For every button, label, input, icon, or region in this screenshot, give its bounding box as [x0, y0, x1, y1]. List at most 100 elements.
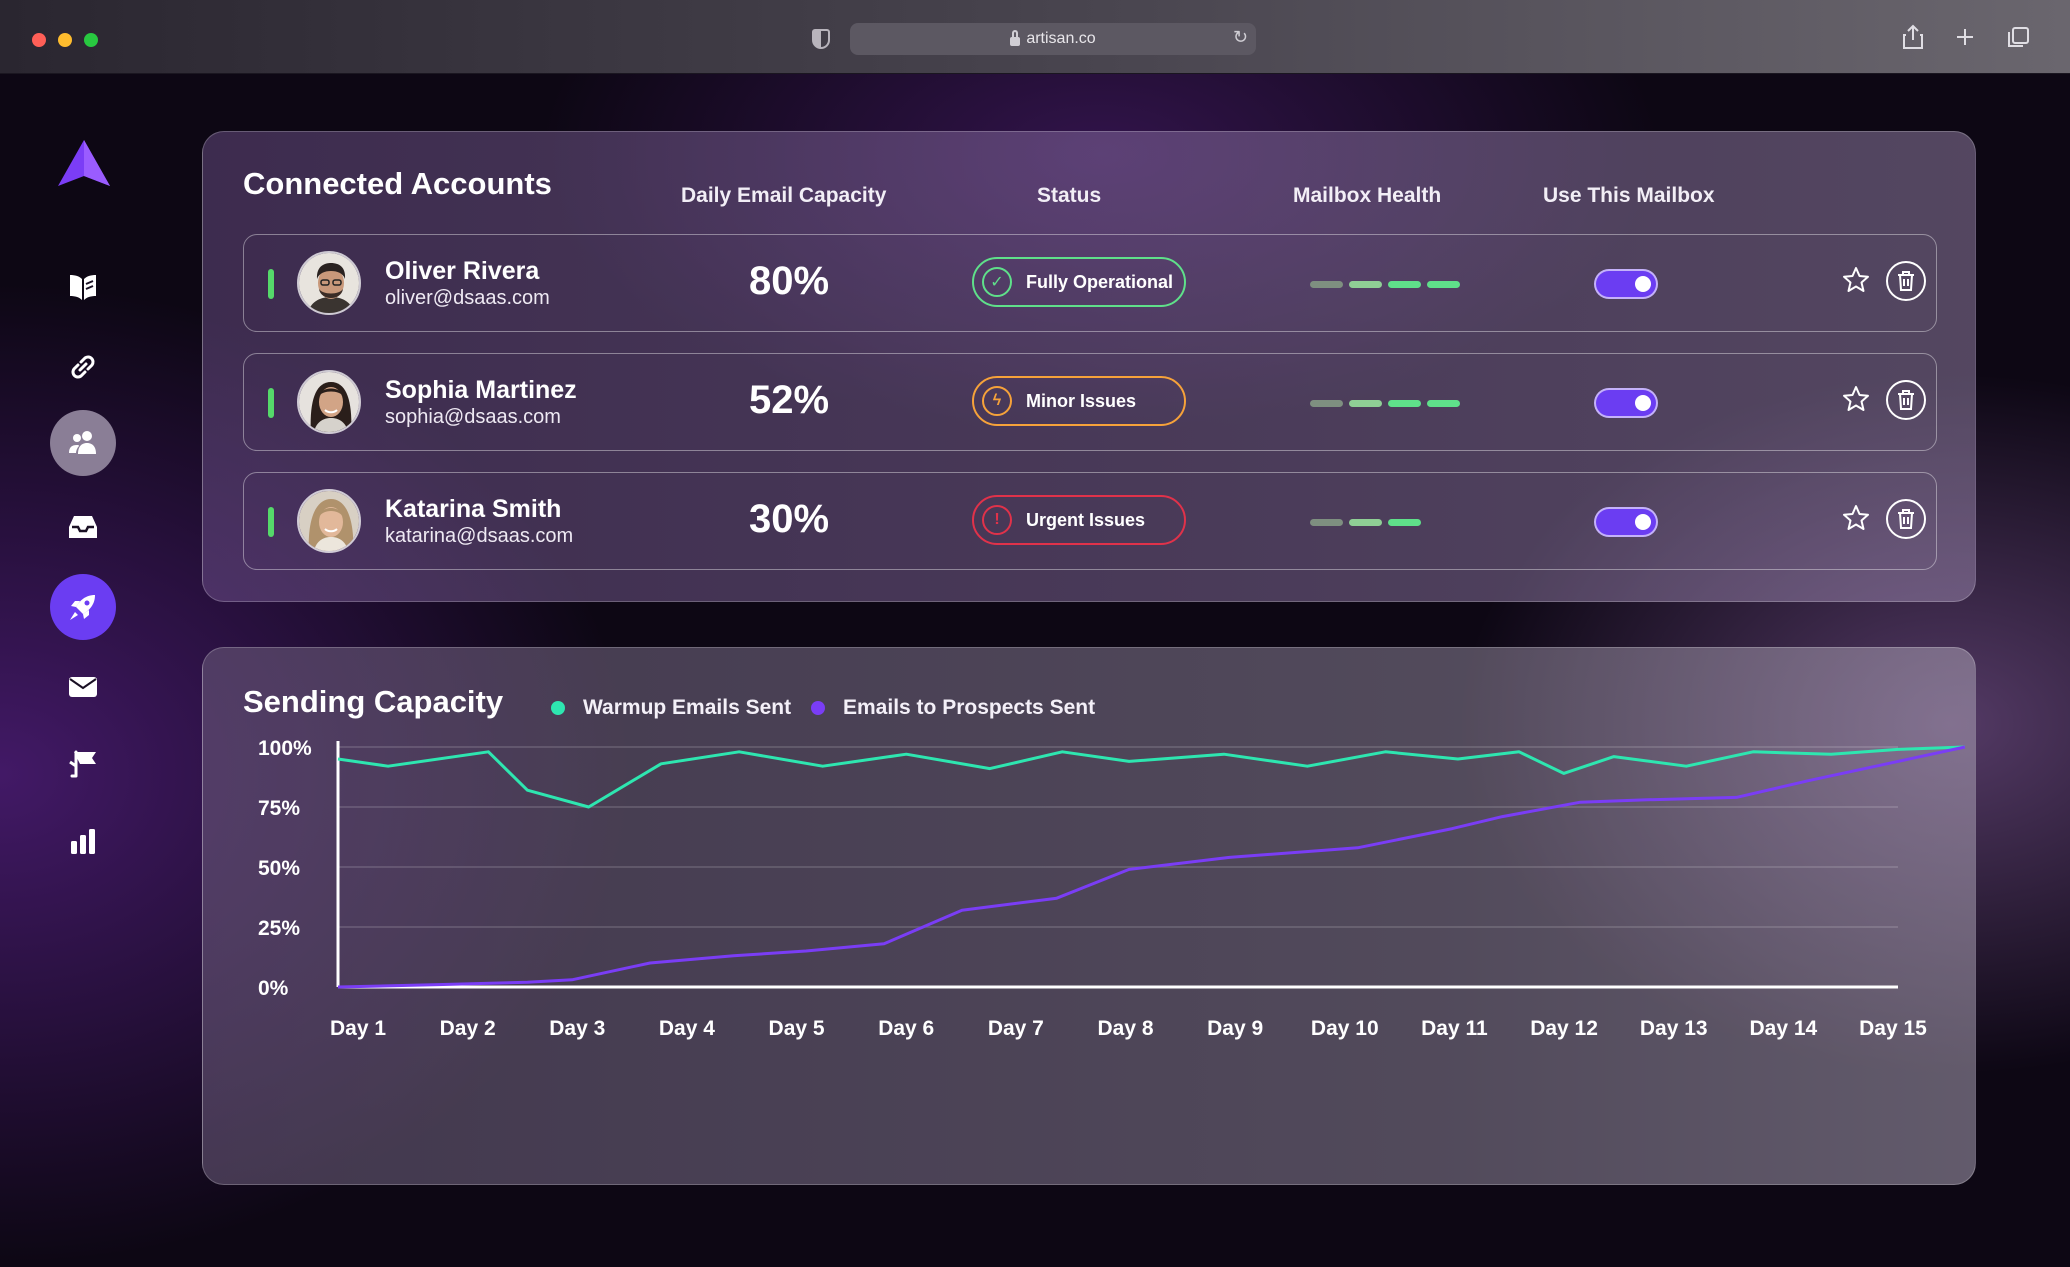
account-row[interactable]: Sophia Martinez sophia@dsaas.com 52% ϟ M… — [243, 353, 1937, 451]
sidebar-item-megaphone[interactable] — [50, 730, 116, 796]
y-tick-label: 50% — [258, 857, 300, 880]
status-badge: ✓ Fully Operational — [972, 257, 1186, 307]
account-row[interactable]: Katarina Smith katarina@dsaas.com 30% ! … — [243, 472, 1937, 570]
mailbox-health-meter — [1310, 400, 1460, 407]
x-tick-label: Day 2 — [440, 1017, 496, 1040]
y-tick-label: 0% — [258, 977, 289, 1000]
trash-icon — [1898, 509, 1914, 529]
megaphone-icon — [69, 750, 96, 778]
star-icon[interactable] — [1841, 265, 1871, 295]
sidebar-item-book[interactable] — [50, 254, 116, 320]
triangle-logo-icon[interactable] — [56, 138, 112, 188]
lightning-icon: ϟ — [982, 386, 1012, 416]
legend-dot — [811, 701, 825, 715]
y-tick-label: 100% — [258, 737, 312, 760]
alert-icon: ! — [982, 505, 1012, 535]
trash-icon — [1898, 271, 1914, 291]
browser-toolbar: artisan.co ↻ — [0, 0, 2070, 74]
account-name: Oliver Rivera — [385, 257, 540, 285]
sidebar-item-link[interactable] — [50, 334, 116, 400]
active-indicator — [268, 388, 274, 418]
trash-icon — [1898, 390, 1914, 410]
x-tick-label: Day 9 — [1207, 1017, 1263, 1040]
column-header-health: Mailbox Health — [1293, 184, 1442, 207]
mailbox-health-meter — [1310, 281, 1460, 288]
sidebar-item-users[interactable] — [50, 410, 116, 476]
delete-account-button[interactable] — [1886, 380, 1926, 420]
url-text: artisan.co — [1026, 30, 1096, 47]
account-email: katarina@dsaas.com — [385, 525, 574, 547]
column-header-status: Status — [1037, 184, 1102, 207]
y-tick-label: 75% — [258, 797, 300, 820]
series-line-prospects — [337, 745, 1966, 989]
status-text: Fully Operational — [1026, 271, 1174, 292]
account-name: Sophia Martinez — [385, 376, 577, 404]
reload-icon[interactable]: ↻ — [1232, 27, 1248, 47]
address-bar[interactable]: artisan.co ↻ — [850, 23, 1256, 55]
rocket-icon — [70, 595, 95, 620]
sidebar-item-mail[interactable] — [50, 654, 116, 720]
x-tick-label: Day 15 — [1859, 1017, 1927, 1040]
sending-capacity-card: 0% 25% 50% 75% 100% Day 1 Day 2 Day 3 Day 4 Day 5… — [202, 647, 1976, 1185]
new-tab-icon[interactable] — [1954, 24, 1976, 50]
legend-item-warmup[interactable]: Warmup Emails Sent — [551, 696, 791, 720]
sidebar-item-inbox[interactable] — [50, 494, 116, 560]
mail-icon — [69, 677, 97, 697]
account-email: sophia@dsaas.com — [385, 406, 561, 428]
column-header-use-mailbox: Use This Mailbox — [1543, 184, 1715, 207]
use-mailbox-toggle[interactable] — [1594, 388, 1658, 418]
account-row[interactable]: Oliver Rivera oliver@dsaas.com 80% ✓ Ful… — [243, 234, 1937, 332]
tabs-overview-icon[interactable] — [2006, 24, 2030, 50]
book-icon — [70, 275, 96, 300]
x-tick-label: Day 4 — [659, 1017, 715, 1040]
bar-chart-icon — [71, 829, 95, 854]
x-tick-label: Day 12 — [1530, 1017, 1598, 1040]
inbox-icon — [69, 516, 97, 538]
delete-account-button[interactable] — [1886, 499, 1926, 539]
share-icon[interactable] — [1902, 24, 1924, 50]
maximize-window-button[interactable] — [84, 33, 98, 47]
active-indicator — [268, 269, 274, 299]
sidebar-item-analytics[interactable] — [50, 808, 116, 874]
legend-dot — [551, 701, 565, 715]
star-icon[interactable] — [1841, 384, 1871, 414]
sending-capacity-title: Sending Capacity — [243, 684, 504, 719]
status-badge: ! Urgent Issues — [972, 495, 1186, 545]
privacy-shield-icon[interactable] — [812, 29, 830, 49]
sidebar-item-rocket[interactable] — [50, 574, 116, 640]
legend-item-prospects[interactable]: Emails to Prospects Sent — [811, 696, 1095, 720]
users-icon — [69, 431, 96, 454]
legend-label: Emails to Prospects Sent — [843, 696, 1096, 719]
series-line-warmup — [337, 745, 1965, 809]
x-tick-label: Day 13 — [1640, 1017, 1708, 1040]
star-icon[interactable] — [1841, 503, 1871, 533]
connected-accounts-card: Connected Accounts Daily Email Capacity … — [202, 131, 1976, 602]
lock-icon — [1010, 29, 1021, 46]
sending-capacity-chart: 0% 25% 50% 75% 100% Day 1 Day 2 Day 3 Day 4 Day 5… — [258, 737, 1966, 1040]
x-tick-label: Day 14 — [1749, 1017, 1817, 1040]
use-mailbox-toggle[interactable] — [1594, 507, 1658, 537]
check-icon: ✓ — [982, 267, 1012, 297]
capacity-value: 80% — [749, 259, 830, 303]
delete-account-button[interactable] — [1886, 261, 1926, 301]
capacity-value: 52% — [749, 378, 830, 422]
x-tick-label: Day 6 — [878, 1017, 934, 1040]
close-window-button[interactable] — [32, 33, 46, 47]
use-mailbox-toggle[interactable] — [1594, 269, 1658, 299]
x-tick-label: Day 5 — [769, 1017, 825, 1040]
x-tick-label: Day 3 — [549, 1017, 605, 1040]
connected-accounts-title: Connected Accounts — [243, 166, 552, 201]
y-tick-label: 25% — [258, 917, 300, 940]
avatar — [297, 251, 361, 315]
minimize-window-button[interactable] — [58, 33, 72, 47]
status-text: Urgent Issues — [1026, 509, 1146, 530]
active-indicator — [268, 507, 274, 537]
mailbox-health-meter — [1310, 519, 1421, 526]
x-tick-label: Day 1 — [330, 1017, 386, 1040]
status-badge: ϟ Minor Issues — [972, 376, 1186, 426]
status-text: Minor Issues — [1026, 390, 1137, 411]
x-tick-label: Day 8 — [1097, 1017, 1153, 1040]
capacity-value: 30% — [749, 497, 830, 541]
x-tick-label: Day 10 — [1311, 1017, 1379, 1040]
account-email: oliver@dsaas.com — [385, 287, 550, 309]
